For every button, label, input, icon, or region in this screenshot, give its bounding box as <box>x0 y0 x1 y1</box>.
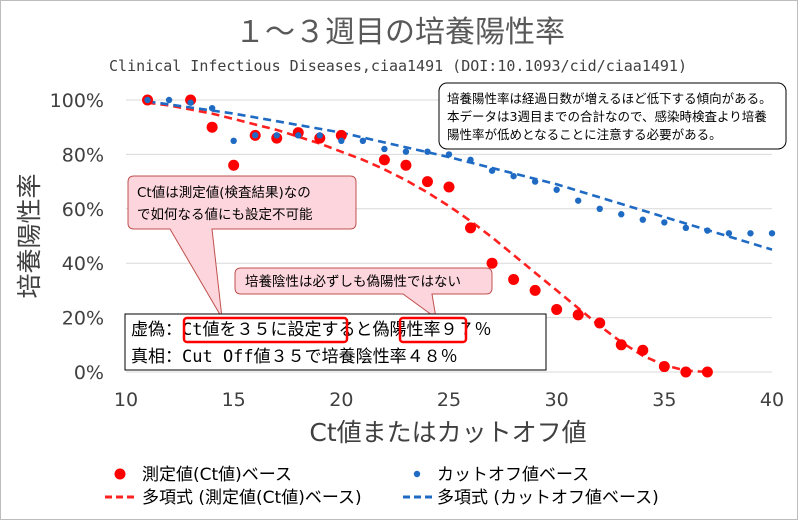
measured-point <box>701 366 713 378</box>
legend-label-cutoff-trend: 多項式 (カットオフ値ベース) <box>437 488 659 508</box>
cutoff-point <box>639 216 646 223</box>
measured-point <box>421 176 433 188</box>
note-line-3: 陽性率が低めとなることに注意する必要がある。 <box>447 127 722 142</box>
measured-point <box>378 154 390 166</box>
data-points <box>142 94 776 378</box>
cutoff-point <box>661 219 668 226</box>
x-tick-label: 35 <box>652 389 676 411</box>
y-tick-label: 100% <box>50 90 104 112</box>
cutoff-point <box>208 104 216 112</box>
measured-point <box>508 274 520 286</box>
measured-point <box>551 303 563 315</box>
measured-point <box>658 361 670 373</box>
cutoff-point <box>531 178 539 185</box>
summary-highlight-false-positive: 偽陽性 <box>372 320 423 340</box>
measured-point <box>680 366 692 378</box>
measured-point <box>206 121 218 133</box>
cutoff-point <box>553 186 560 193</box>
cutoff-point <box>575 197 582 204</box>
x-tick-label: 20 <box>329 389 353 411</box>
cutoff-point <box>704 227 711 234</box>
y-axis-ticks: 0% 20% 40% 60% 80% 100% <box>50 90 104 384</box>
legend: 測定値(Ct値)ベース カットオフ値ベース 多項式 (測定値(Ct値)ベース) … <box>105 465 659 508</box>
summary-prefix: 虚偽： <box>131 320 182 340</box>
chart-subtitle: Clinical Infectious Diseases,ciaa1491 (D… <box>109 57 687 75</box>
y-tick-label: 60% <box>62 199 104 221</box>
y-tick-label: 40% <box>62 253 104 275</box>
chart-title: １～３週目の培養陽性率 <box>235 15 565 50</box>
measured-point <box>465 222 477 234</box>
measured-point <box>443 181 455 193</box>
highlight-false-positive <box>398 316 468 344</box>
cutoff-point <box>467 156 474 164</box>
cutoff-point <box>359 137 367 144</box>
cutoff-point <box>445 151 453 158</box>
cutoff-point <box>252 132 259 139</box>
cutoff-point <box>144 96 151 104</box>
y-tick-label: 80% <box>62 144 104 166</box>
callout-ct-line-1: Ct値は測定値(検査結果)なの <box>137 185 311 201</box>
note-line-1: 培養陽性率は経過日数が増えるほど低下する傾向がある。 <box>447 91 772 106</box>
cutoff-point <box>768 230 776 237</box>
y-axis-label: 培養陽性率 <box>15 173 44 298</box>
cutoff-point <box>402 148 410 155</box>
legend-label-measured: 測定値(Ct値)ベース <box>142 465 292 485</box>
cutoff-point <box>488 167 496 174</box>
measured-point <box>572 309 584 321</box>
y-tick-label: 0% <box>74 362 104 384</box>
cutoff-point <box>618 211 625 218</box>
x-axis-label: Ct値またはカットオフ値 <box>309 418 586 447</box>
x-tick-label: 40 <box>760 389 784 411</box>
cutoff-point <box>424 148 431 155</box>
cutoff-point <box>596 205 603 212</box>
measured-point <box>529 284 541 296</box>
x-tick-label: 30 <box>545 389 569 411</box>
cutoff-point <box>725 230 733 237</box>
cutoff-point <box>295 132 302 139</box>
x-tick-label: 25 <box>437 389 461 411</box>
measured-point <box>637 344 649 356</box>
measured-point <box>615 339 627 351</box>
measured-point <box>228 159 240 171</box>
x-tick-label: 15 <box>222 389 246 411</box>
cutoff-point <box>230 137 237 144</box>
cutoff-point <box>747 230 754 237</box>
legend-marker-measured <box>114 468 126 480</box>
summary-highlight-ct: Ct値を３５に設定 <box>182 320 321 340</box>
legend-label-cutoff: カットオフ値ベース <box>437 465 589 485</box>
x-tick-label: 10 <box>114 389 138 411</box>
cutoff-point <box>682 224 690 232</box>
measured-point <box>335 129 347 141</box>
callout-ct-value: Ct値は測定値(検査結果)なの で如何なる値にも設定不可能 <box>127 175 357 319</box>
highlight-ct-setting <box>182 316 349 344</box>
cutoff-point <box>273 132 280 139</box>
summary-line-1: 虚偽：Ct値を３５に設定すると偽陽性率９７％ <box>131 320 491 340</box>
callout-negative-text: 培養陰性は必ずしも偽陽性ではない <box>245 273 461 290</box>
callout-negative-culture: 培養陰性は必ずしも偽陽性ではない <box>234 267 493 320</box>
measured-point <box>400 159 412 171</box>
cutoff-point <box>316 132 323 139</box>
measured-point <box>486 257 498 269</box>
legend-label-measured-trend: 多項式 (測定値(Ct値)ベース) <box>142 488 362 508</box>
cutoff-point <box>165 96 173 104</box>
summary-suffix: 率９７％ <box>423 320 491 340</box>
x-axis-ticks: 10 15 20 25 30 35 40 <box>114 389 784 411</box>
cutoff-point <box>338 137 345 144</box>
trendline-series <box>147 101 708 374</box>
legend-marker-cutoff <box>413 470 421 478</box>
cutoff-point <box>510 172 517 180</box>
cutoff-point <box>187 99 194 106</box>
cutoff-point <box>381 145 388 153</box>
measured-point <box>594 317 606 329</box>
summary-box: 虚偽：Ct値を３５に設定すると偽陽性率９７％ 真相：Cut Off値３５で培養陰… <box>124 313 547 371</box>
summary-line-2: 真相：Cut Off値３５で培養陰性率４８％ <box>131 347 458 367</box>
note-box: 培養陽性率は経過日数が増えるほど低下する傾向がある。 本データは3週目までの合計… <box>438 82 787 150</box>
y-tick-label: 20% <box>62 308 104 330</box>
callout-ct-line-2: で如何なる値にも設定不可能 <box>137 207 313 223</box>
note-line-2: 本データは3週目までの合計なので、感染時検査より培養 <box>447 109 767 124</box>
